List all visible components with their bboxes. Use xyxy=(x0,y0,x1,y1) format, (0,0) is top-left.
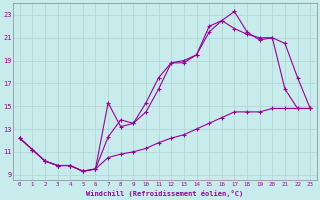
X-axis label: Windchill (Refroidissement éolien,°C): Windchill (Refroidissement éolien,°C) xyxy=(86,190,244,197)
